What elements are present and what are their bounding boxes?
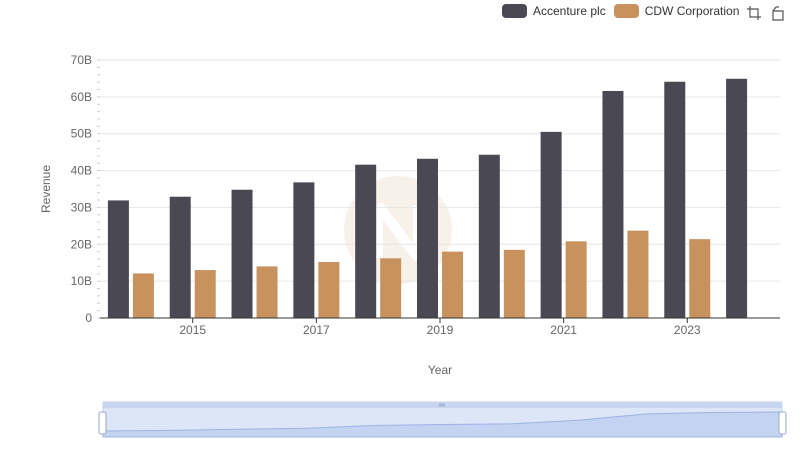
bar-accenture-2017[interactable] bbox=[293, 182, 315, 318]
x-tick-label: 2015 bbox=[179, 323, 206, 337]
y-tick-label: 0 bbox=[85, 311, 92, 325]
x-tick-label: 2023 bbox=[674, 323, 701, 337]
bar-accenture-2014[interactable] bbox=[107, 200, 129, 318]
y-tick-label: 60B bbox=[71, 90, 92, 104]
x-axis-label: Year bbox=[428, 363, 452, 377]
zoom-area-icon[interactable] bbox=[746, 5, 762, 21]
legend-item-accenture[interactable]: Accenture plc bbox=[502, 4, 606, 18]
toolbox bbox=[746, 5, 786, 21]
data-zoom-slider[interactable] bbox=[98, 401, 787, 438]
y-tick-label: 40B bbox=[71, 164, 92, 178]
x-tick-label: 2017 bbox=[303, 323, 330, 337]
bar-accenture-2021[interactable] bbox=[540, 131, 562, 318]
bar-cdw-2021[interactable] bbox=[565, 241, 587, 318]
bar-accenture-2016[interactable] bbox=[231, 189, 253, 318]
bar-cdw-2020[interactable] bbox=[503, 249, 525, 318]
bar-accenture-2020[interactable] bbox=[478, 154, 500, 318]
bars bbox=[107, 78, 748, 319]
y-tick-label: 70B bbox=[71, 53, 92, 67]
bar-cdw-2017[interactable] bbox=[318, 261, 340, 318]
legend-swatch-accenture bbox=[502, 4, 527, 18]
y-tick-label: 30B bbox=[71, 200, 92, 214]
bar-accenture-2024[interactable] bbox=[726, 78, 748, 318]
y-tick-label: 50B bbox=[71, 127, 92, 141]
bar-accenture-2015[interactable] bbox=[169, 196, 191, 318]
bar-accenture-2018[interactable] bbox=[355, 164, 377, 318]
bar-cdw-2018[interactable] bbox=[380, 258, 402, 318]
datazoom-grip-icon[interactable] bbox=[439, 403, 445, 407]
legend-item-cdw[interactable]: CDW Corporation bbox=[613, 4, 740, 18]
legend-label-accenture: Accenture plc bbox=[533, 4, 606, 18]
y-axis-label: Revenue bbox=[39, 165, 53, 213]
legend-label-cdw: CDW Corporation bbox=[644, 4, 740, 18]
y-tick-label: 10B bbox=[71, 274, 92, 288]
y-axis-ticks: 0 10B 20B 30B 40B 50B 60B 70B bbox=[71, 53, 100, 325]
bar-cdw-2022[interactable] bbox=[627, 230, 649, 318]
bar-accenture-2019[interactable] bbox=[417, 158, 438, 318]
legend: Accenture plc CDW Corporation bbox=[502, 4, 739, 18]
y-tick-label: 20B bbox=[71, 237, 92, 251]
x-tick-label: 2021 bbox=[550, 323, 577, 337]
x-tick-label: 2019 bbox=[427, 323, 454, 337]
zoom-reset-icon[interactable] bbox=[770, 5, 786, 21]
bar-cdw-2015[interactable] bbox=[194, 270, 216, 318]
legend-swatch-cdw bbox=[613, 4, 639, 18]
bar-accenture-2022[interactable] bbox=[602, 90, 624, 319]
bar-cdw-2019[interactable] bbox=[442, 251, 463, 318]
bar-cdw-2023[interactable] bbox=[689, 239, 711, 318]
datazoom-handle-right[interactable] bbox=[778, 411, 787, 435]
bar-accenture-2023[interactable] bbox=[664, 81, 686, 318]
datazoom-handle-left[interactable] bbox=[98, 411, 107, 435]
bar-cdw-2016[interactable] bbox=[256, 266, 278, 318]
bar-cdw-2014[interactable] bbox=[132, 273, 154, 318]
x-axis: 2015 2017 2019 2021 2023 bbox=[100, 317, 780, 337]
